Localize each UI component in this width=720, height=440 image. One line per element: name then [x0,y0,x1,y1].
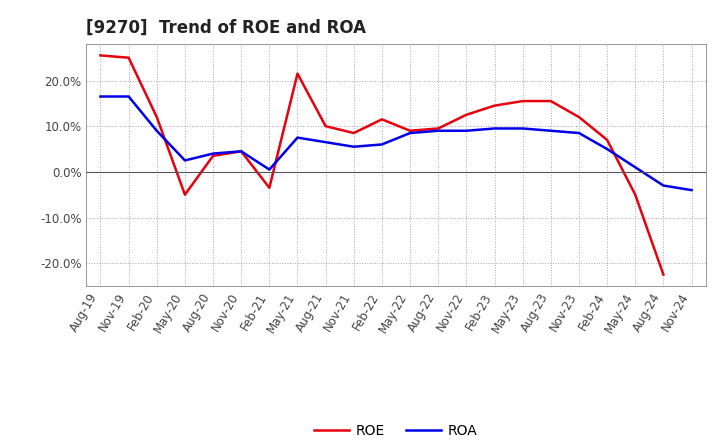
ROA [293,135,302,140]
Line: ROE: ROE [101,55,663,275]
ROE [181,192,189,197]
ROA [96,94,105,99]
ROA [603,147,611,152]
ROE [153,114,161,120]
ROA [687,187,696,193]
ROE [377,117,386,122]
ROA [490,126,499,131]
ROE [96,53,105,58]
ROE [265,185,274,191]
ROE [603,137,611,143]
ROA [631,165,639,170]
ROA [462,128,471,133]
ROE [462,112,471,117]
ROE [349,130,358,136]
ROA [265,167,274,172]
Text: [9270]  Trend of ROE and ROA: [9270] Trend of ROE and ROA [86,19,366,37]
ROA [546,128,555,133]
ROA [518,126,527,131]
ROA [153,128,161,133]
ROE [293,71,302,76]
ROE [406,128,415,133]
ROA [349,144,358,149]
ROA [406,130,415,136]
ROA [181,158,189,163]
ROA [209,151,217,156]
ROE [631,192,639,197]
ROE [575,114,583,120]
ROA [377,142,386,147]
ROE [659,272,667,277]
ROA [237,149,246,154]
ROA [321,139,330,145]
ROE [490,103,499,108]
ROA [575,130,583,136]
ROA [434,128,443,133]
ROE [321,124,330,129]
ROE [125,55,133,60]
ROE [518,99,527,104]
Line: ROA: ROA [101,96,691,190]
ROE [237,149,246,154]
ROA [659,183,667,188]
ROE [434,126,443,131]
ROA [125,94,133,99]
ROE [546,99,555,104]
ROE [209,153,217,158]
Legend: ROE, ROA: ROE, ROA [309,419,483,440]
